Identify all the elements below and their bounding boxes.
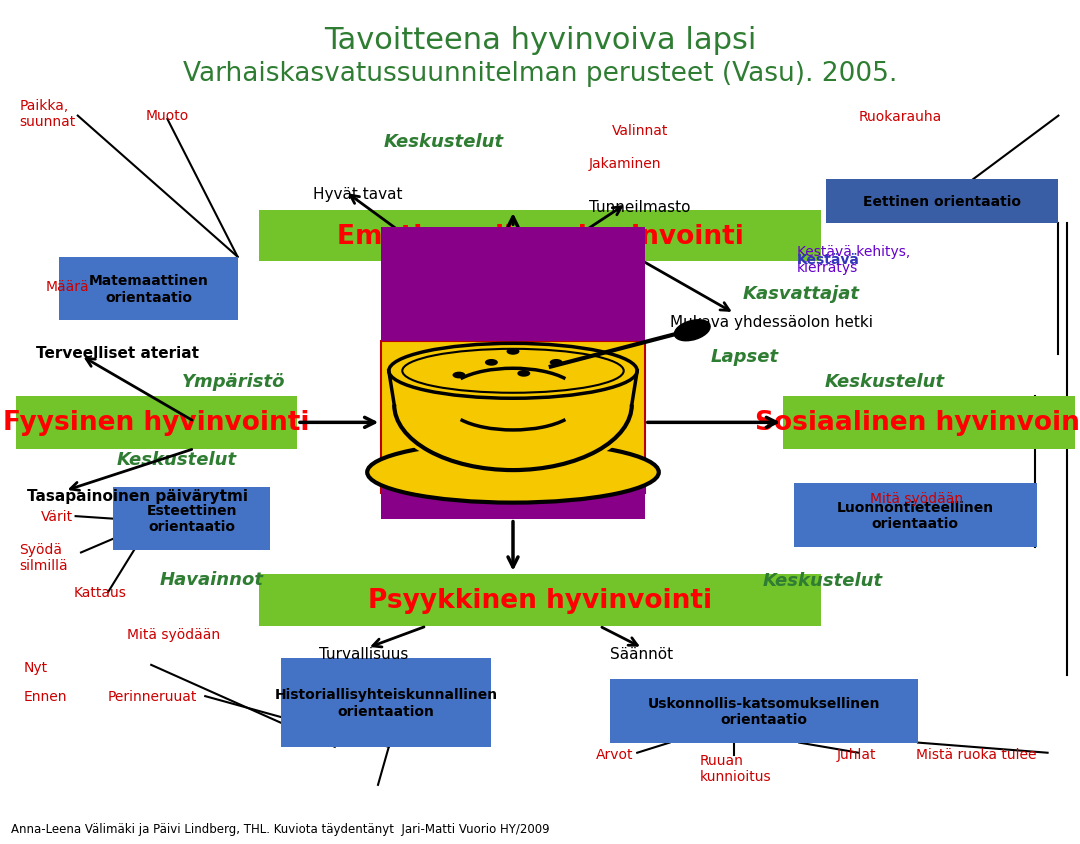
Text: Lapset: Lapset xyxy=(711,347,779,365)
FancyBboxPatch shape xyxy=(610,679,918,743)
Text: Kestävä kehitys,
kierrätys: Kestävä kehitys, kierrätys xyxy=(797,245,910,275)
Ellipse shape xyxy=(453,372,465,379)
Text: Hyvät tavat: Hyvät tavat xyxy=(313,187,403,202)
Text: Varhaiskasvatussuunnitelman perusteet (Vasu). 2005.: Varhaiskasvatussuunnitelman perusteet (V… xyxy=(183,62,897,87)
Text: Tasapainoinen päivärytmi: Tasapainoinen päivärytmi xyxy=(27,489,248,504)
Text: Havainnot: Havainnot xyxy=(160,570,264,588)
FancyBboxPatch shape xyxy=(59,257,238,321)
Ellipse shape xyxy=(367,442,659,503)
Text: Kestävä: Kestävä xyxy=(797,253,860,267)
FancyBboxPatch shape xyxy=(381,342,645,494)
Text: Määrä: Määrä xyxy=(45,280,89,294)
FancyBboxPatch shape xyxy=(826,180,1058,224)
Text: Syödä
silmillä: Syödä silmillä xyxy=(19,542,68,572)
Ellipse shape xyxy=(674,321,711,341)
Text: Esteettinen
orientaatio: Esteettinen orientaatio xyxy=(147,504,237,533)
Text: Luonnontieteellinen
orientaatio: Luonnontieteellinen orientaatio xyxy=(837,500,994,530)
Text: Valinnat: Valinnat xyxy=(612,124,669,138)
Text: Perinneruuat: Perinneruuat xyxy=(108,690,198,703)
Text: Keskustelut: Keskustelut xyxy=(762,571,882,590)
Text: Säännöt: Säännöt xyxy=(610,646,673,661)
Text: Emotionaalinen hyvinvointi: Emotionaalinen hyvinvointi xyxy=(337,224,743,249)
FancyBboxPatch shape xyxy=(16,397,297,449)
Text: Värit: Värit xyxy=(41,510,73,523)
Text: Turvallisuus: Turvallisuus xyxy=(319,646,408,661)
FancyBboxPatch shape xyxy=(381,464,645,519)
Ellipse shape xyxy=(389,344,637,398)
Text: Matemaattinen
orientaatio: Matemaattinen orientaatio xyxy=(89,274,208,304)
Text: Juhlat: Juhlat xyxy=(837,747,877,760)
FancyBboxPatch shape xyxy=(281,658,491,747)
Text: Mukava yhdessäolon hetki: Mukava yhdessäolon hetki xyxy=(670,315,873,330)
Text: Historiallisyhteiskunnallinen
orientaation: Historiallisyhteiskunnallinen orientaati… xyxy=(274,688,498,717)
Ellipse shape xyxy=(394,363,632,473)
Text: Jakaminen: Jakaminen xyxy=(589,157,661,170)
Text: Eettinen orientaatio: Eettinen orientaatio xyxy=(863,195,1022,208)
Text: Paikka,
suunnat: Paikka, suunnat xyxy=(19,99,76,129)
Text: Nyt: Nyt xyxy=(24,660,48,674)
Text: Ruuan
kunnioitus: Ruuan kunnioitus xyxy=(700,753,771,783)
Ellipse shape xyxy=(485,360,498,366)
FancyBboxPatch shape xyxy=(259,574,821,626)
FancyBboxPatch shape xyxy=(381,228,645,342)
Text: Arvot: Arvot xyxy=(596,747,634,760)
Text: Sosiaalinen hyvinvointi: Sosiaalinen hyvinvointi xyxy=(756,410,1080,436)
Text: Ennen: Ennen xyxy=(24,690,67,703)
Text: Tunneilmasto: Tunneilmasto xyxy=(589,199,690,214)
Text: Terveelliset ateriat: Terveelliset ateriat xyxy=(36,345,199,360)
Text: Mitä syödään: Mitä syödään xyxy=(127,628,220,641)
Ellipse shape xyxy=(517,371,530,377)
FancyBboxPatch shape xyxy=(113,487,270,550)
FancyBboxPatch shape xyxy=(783,397,1075,449)
Text: Ympäristö: Ympäristö xyxy=(181,372,285,391)
Text: Anna-Leena Välimäki ja Päivi Lindberg, THL. Kuviota täydentänyt  Jari-Matti Vuor: Anna-Leena Välimäki ja Päivi Lindberg, T… xyxy=(11,822,550,836)
Text: Tavoitteena hyvinvoiva lapsi: Tavoitteena hyvinvoiva lapsi xyxy=(324,26,756,55)
Text: Mistä ruoka tulee: Mistä ruoka tulee xyxy=(916,747,1037,760)
Text: Keskustelut: Keskustelut xyxy=(825,372,945,391)
Text: Uskonnollis-katsomuksellinen
orientaatio: Uskonnollis-katsomuksellinen orientaatio xyxy=(648,696,880,726)
Text: Mitä syödään: Mitä syödään xyxy=(870,491,963,505)
Ellipse shape xyxy=(507,349,519,355)
Text: Ruokakasvatus: Ruokakasvatus xyxy=(430,251,596,269)
FancyBboxPatch shape xyxy=(259,211,821,262)
Ellipse shape xyxy=(402,349,624,393)
Text: Psyykkinen hyvinvointi: Psyykkinen hyvinvointi xyxy=(368,587,712,613)
Text: Kasvattajat: Kasvattajat xyxy=(743,284,860,303)
Ellipse shape xyxy=(550,360,563,366)
Text: Ruokarauha: Ruokarauha xyxy=(859,110,942,123)
Text: Keskustelut: Keskustelut xyxy=(117,450,237,468)
Text: Kattaus: Kattaus xyxy=(73,586,126,599)
Text: Vuorovaikutustilanne: Vuorovaikutustilanne xyxy=(405,483,621,500)
Text: RUOKAILU: RUOKAILU xyxy=(457,304,569,322)
Text: Fyysinen hyvinvointi: Fyysinen hyvinvointi xyxy=(3,410,310,436)
Text: Keskustelut: Keskustelut xyxy=(383,133,503,151)
Text: Muoto: Muoto xyxy=(146,109,189,122)
FancyBboxPatch shape xyxy=(794,484,1037,547)
